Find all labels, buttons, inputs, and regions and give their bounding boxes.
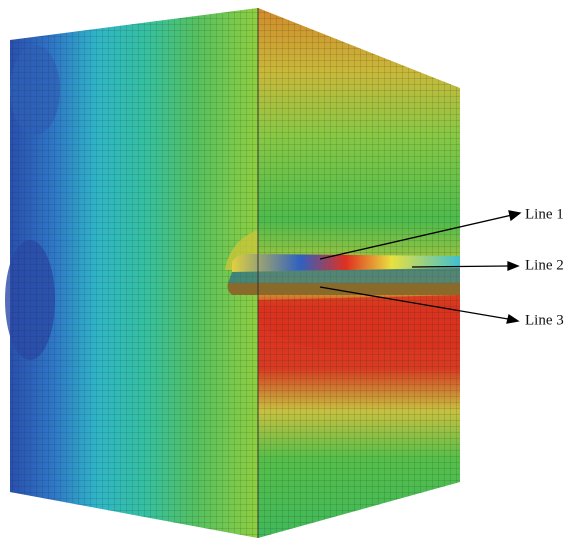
slot-lower	[228, 283, 461, 295]
mesh	[10, 8, 258, 538]
arrow-head	[509, 211, 520, 220]
line-label: Line 1	[525, 206, 564, 222]
fem-figure: Line 1 Line 2 Line 3	[0, 0, 578, 541]
arrow-head	[507, 315, 518, 323]
line-label: Line 3	[525, 312, 564, 328]
line-label: Line 2	[525, 257, 564, 273]
arrow-head	[508, 262, 518, 270]
